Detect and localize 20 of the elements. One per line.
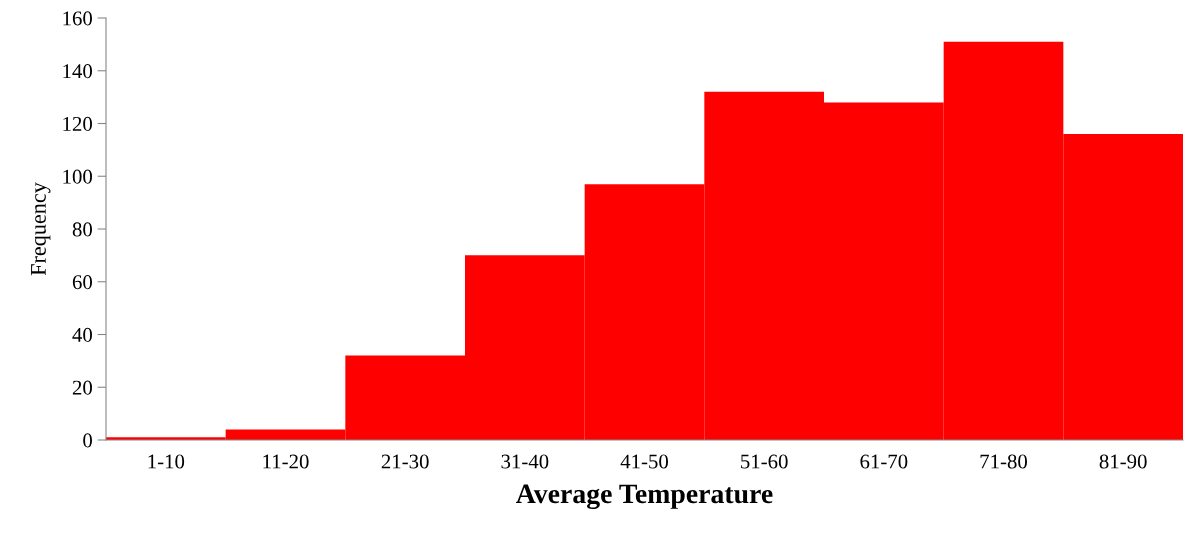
x-axis-title: Average Temperature [516, 484, 773, 510]
x-tick-label: 41-50 [620, 454, 669, 469]
y-tick-label: 0 [83, 433, 93, 448]
y-tick-label: 60 [72, 275, 93, 290]
x-tick-label: 51-60 [741, 454, 788, 469]
y-tick-label: 160 [63, 11, 93, 26]
x-tick-label: 71-80 [980, 454, 1028, 469]
x-tick-label: 11-20 [263, 454, 309, 469]
x-tick-label: 31-40 [501, 454, 549, 469]
x-tick-label: 81-90 [1099, 454, 1147, 469]
y-tick-label: 100 [63, 169, 93, 184]
x-tick-label: 21-30 [381, 454, 429, 469]
y-axis-title: Frequency [31, 182, 51, 276]
y-tick-label: 20 [72, 380, 93, 395]
x-tick-label: 61-70 [860, 454, 908, 469]
x-tick-label: 1-10 [148, 454, 185, 469]
y-tick-label: 80 [72, 222, 93, 237]
y-tick-label: 120 [63, 116, 93, 131]
y-tick-label: 40 [72, 327, 93, 342]
y-tick-label: 140 [63, 64, 93, 79]
